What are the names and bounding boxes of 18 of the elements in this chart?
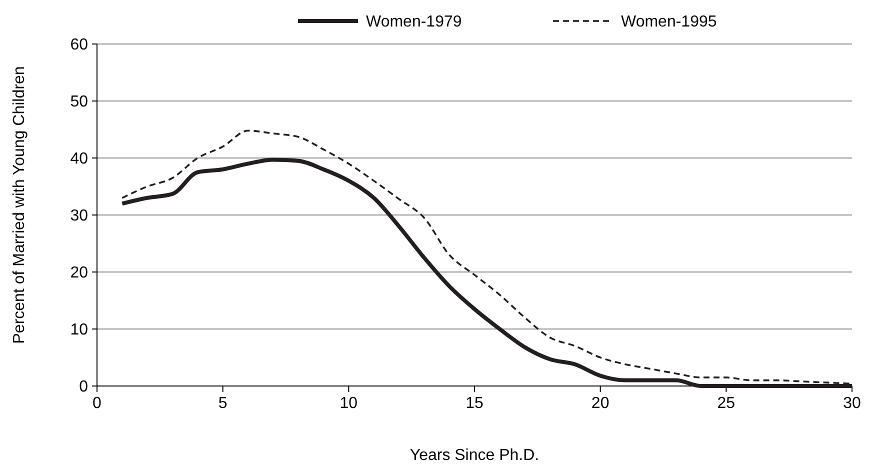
x-tick-label: 10 (340, 395, 358, 412)
y-tick-label: 30 (70, 208, 88, 225)
y-tick-label: 0 (79, 378, 88, 396)
x-tick-label: 5 (218, 395, 228, 412)
x-tick-label: 25 (717, 395, 736, 412)
x-tick-label: 30 (843, 395, 861, 412)
x-tick-label: 20 (591, 395, 610, 412)
x-tick-label: 15 (466, 395, 484, 412)
y-tick-label: 60 (70, 36, 88, 54)
y-tick-label: 40 (70, 150, 88, 168)
y-tick-label: 50 (70, 94, 88, 111)
legend-label: Women-1979 (366, 14, 462, 31)
y-axis-title: Percent of Married with Young Children (11, 66, 28, 344)
y-tick-label: 20 (70, 264, 88, 282)
x-axis-title: Years Since Ph.D. (410, 447, 540, 464)
y-tick-label: 10 (70, 322, 88, 339)
legend-label: Women-1995 (621, 14, 717, 31)
x-tick-label: 0 (92, 395, 102, 412)
